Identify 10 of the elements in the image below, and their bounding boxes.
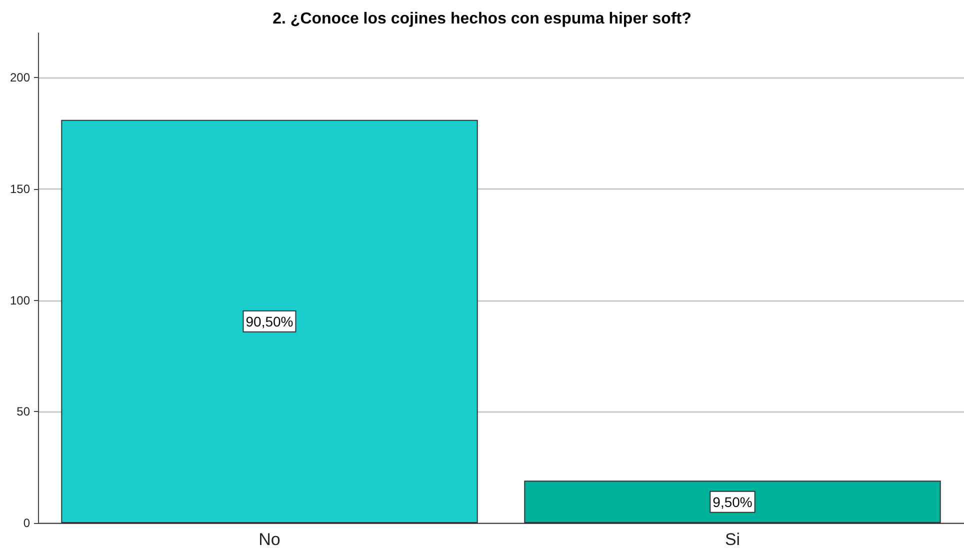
y-tick-label: 0 [23,516,30,530]
y-tick-label: 150 [10,182,30,196]
annotation: 9,50% [712,494,752,510]
y-tick-label: 100 [10,293,30,308]
y-tick-label: 200 [10,70,30,85]
x-tick-label: No [258,530,280,549]
y-tick-label: 50 [16,404,30,419]
annotation: 90,50% [246,313,294,330]
chart-title: 2. ¿Conoce los cojines hechos con espuma hiper soft? [272,10,692,28]
x-tick-label: Si [724,530,740,549]
